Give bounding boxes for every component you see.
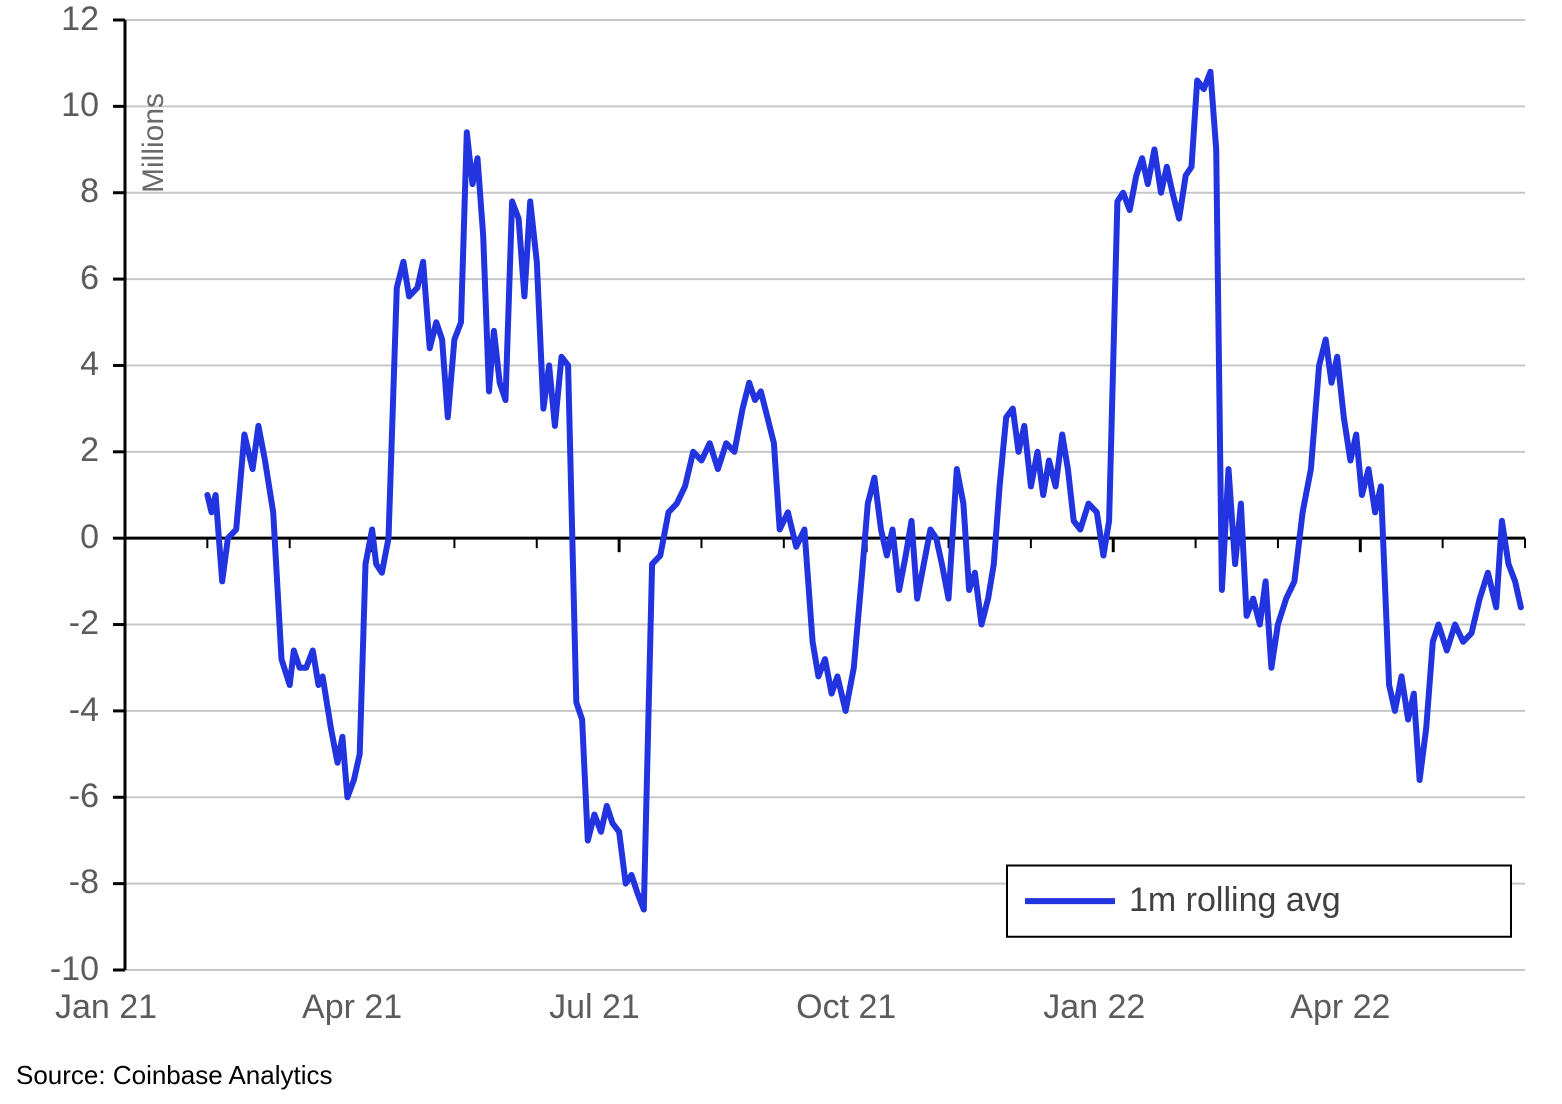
x-tick-label: Apr 21 xyxy=(302,988,462,1027)
legend-label: 1m rolling avg xyxy=(1129,881,1341,920)
x-tick-label: Apr 22 xyxy=(1290,988,1450,1027)
y-tick-label: 10 xyxy=(0,86,99,125)
y-tick-label: -4 xyxy=(0,691,99,730)
y-tick-label: 8 xyxy=(0,172,99,211)
source-label: Source: Coinbase Analytics xyxy=(16,1060,333,1091)
y-tick-label: -8 xyxy=(0,863,99,902)
y-magnitude-label: Millions xyxy=(137,93,171,193)
y-tick-label: 2 xyxy=(0,431,99,470)
line-chart xyxy=(0,0,1562,1104)
y-tick-label: -10 xyxy=(0,950,99,989)
y-tick-label: 6 xyxy=(0,259,99,298)
gridlines xyxy=(125,20,1525,970)
y-tick-label: 4 xyxy=(0,345,99,384)
x-tick-label: Jan 22 xyxy=(1043,988,1203,1027)
y-tick-label: 12 xyxy=(0,0,99,39)
series-line-0 xyxy=(207,72,1521,910)
y-tick-label: -2 xyxy=(0,604,99,643)
y-tick-label: 0 xyxy=(0,518,99,557)
x-tick-label: Oct 21 xyxy=(796,988,956,1027)
x-tick-label: Jul 21 xyxy=(549,988,709,1027)
x-tick-label: Jan 21 xyxy=(55,988,215,1027)
y-tick-label: -6 xyxy=(0,777,99,816)
